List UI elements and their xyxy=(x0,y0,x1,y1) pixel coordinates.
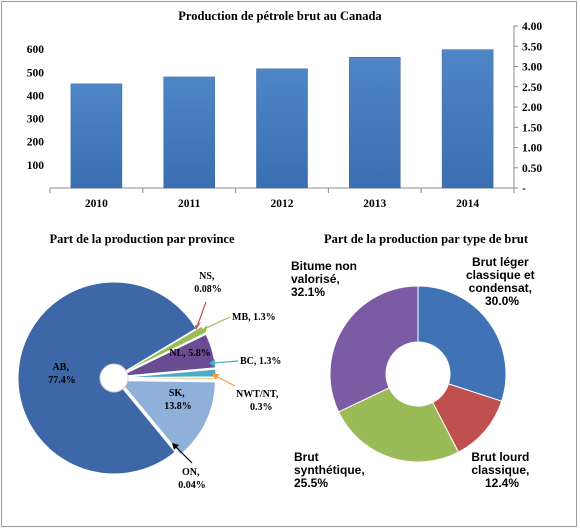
left-tick-600: 600 xyxy=(27,44,45,56)
right-tick-1.00: 1.00 xyxy=(522,143,542,155)
type-donut xyxy=(329,285,507,463)
label-light-crude: Brut léger classique et condensat, 30.0% xyxy=(466,255,538,308)
right-tick-4.00: 4.00 xyxy=(522,21,542,33)
left-tick-100: 100 xyxy=(27,160,45,172)
type-slice-2 xyxy=(337,387,460,463)
category-label-2014: 2014 xyxy=(456,198,479,210)
category-label-2013: 2013 xyxy=(363,198,386,210)
province-slice-5 xyxy=(119,333,216,377)
right-tick-1.50: 1.50 xyxy=(522,122,542,134)
type-slice-3 xyxy=(329,285,419,413)
left-tick-300: 300 xyxy=(27,114,45,126)
bar-category-labels: 2010 2011 2012 2013 2014 xyxy=(85,198,479,210)
bar-2014 xyxy=(441,49,494,189)
right-tick-2.50: 2.50 xyxy=(522,82,542,94)
bar-2011 xyxy=(163,76,215,189)
bar-2012 xyxy=(256,68,308,189)
label-synthetic-crude: Brut synthétique, 25.5% xyxy=(294,450,368,490)
left-tick-500: 500 xyxy=(27,67,45,79)
category-label-2010: 2010 xyxy=(85,198,108,210)
province-pie-center xyxy=(99,363,129,393)
province-pie-title: Part de la production par province xyxy=(49,232,235,246)
label-sk: SK, 13.8% xyxy=(164,388,192,412)
right-axis-ticks: - 0.50 1.00 1.50 2.00 2.50 3.00 3.50 4.00 xyxy=(514,21,542,195)
left-axis-ticks: 100 200 300 400 500 600 xyxy=(27,44,45,172)
bar-2010 xyxy=(70,83,123,189)
bar-chart-bars xyxy=(70,49,494,189)
type-donut-labels: Brut léger classique et condensat, 30.0%… xyxy=(291,255,538,490)
label-mb: MB, 1.3% xyxy=(232,312,276,323)
left-tick-400: 400 xyxy=(27,90,45,102)
label-ab: AB, 77.4% xyxy=(48,362,76,386)
bar-chart-title: Production de pétrole brut au Canada xyxy=(178,9,382,23)
label-heavy-crude: Brut lourd classique, 12.4% xyxy=(471,450,532,490)
bar-2013 xyxy=(349,56,401,189)
right-tick-3.00: 3.00 xyxy=(522,62,542,74)
left-tick-200: 200 xyxy=(27,137,45,149)
province-slice-1 xyxy=(118,380,216,456)
province-pie-labels: AB, 77.4% SK, 13.8% NL, 5.8% NS, 0.08% M… xyxy=(48,271,281,491)
province-slice-7 xyxy=(118,324,203,376)
label-bc: BC, 1.3% xyxy=(240,356,281,367)
label-bitumen: Bitume non valorisé, 32.1% xyxy=(291,259,360,299)
label-nl: NL, 5.8% xyxy=(169,348,210,359)
type-slice-0 xyxy=(417,285,507,402)
right-tick-0.50: 0.50 xyxy=(522,163,542,175)
category-label-2012: 2012 xyxy=(271,198,294,210)
label-on: ON, 0.04% xyxy=(178,467,206,491)
right-tick--: - xyxy=(522,183,526,195)
province-pie xyxy=(17,281,217,475)
label-ns: NS, 0.08% xyxy=(194,271,222,295)
type-pie-title: Part de la production par type de brut xyxy=(324,232,529,246)
province-pie-leader-lines xyxy=(172,301,239,464)
category-label-2011: 2011 xyxy=(178,198,201,210)
right-tick-2.00: 2.00 xyxy=(522,102,542,114)
right-tick-3.50: 3.50 xyxy=(522,41,542,53)
label-nwt: NWT/NT, 0.3% xyxy=(236,389,281,413)
